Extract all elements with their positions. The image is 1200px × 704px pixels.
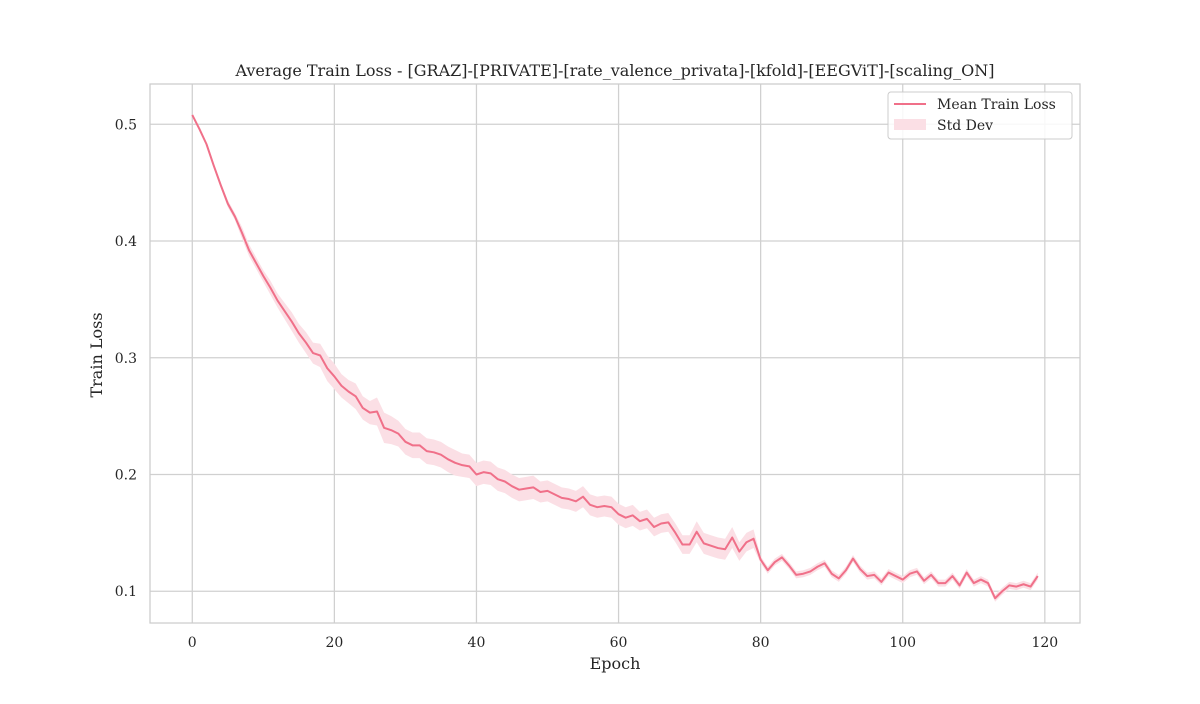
mean-train-loss-line [191,114,1039,600]
x-axis-label: Epoch [590,654,641,673]
y-tick-label: 0.4 [115,234,137,250]
y-tick-label: 0.1 [115,584,137,600]
x-tick-label: 120 [1031,635,1058,651]
mean-line-layer [191,114,1039,600]
tick-labels: 0 20 40 60 80 100 120 0.1 0.2 0.3 0.4 0.5 [115,117,1058,651]
legend-box [887,91,1073,140]
legend-entry-std: Std Dev [937,118,993,134]
x-tick-label: 40 [468,635,486,651]
plot-area [150,84,1080,623]
legend-entry-mean: Mean Train Loss [937,97,1056,113]
y-tick-label: 0.5 [115,117,137,133]
std-dev-band [192,114,1038,602]
x-tick-label: 60 [610,635,628,651]
plot-frame [149,83,1081,624]
y-tick-label: 0.2 [115,468,137,484]
legend: Mean Train Loss Std Dev [887,91,1073,140]
x-tick-label: 0 [188,635,197,651]
chart-title: Average Train Loss - [GRAZ]-[PRIVATE]-[r… [234,61,994,80]
grid [150,84,1080,623]
x-tick-label: 80 [752,635,770,651]
x-tick-label: 20 [325,635,343,651]
legend-band-swatch [894,119,926,130]
x-tick-label: 100 [889,635,916,651]
std-dev-band-layer [192,114,1038,602]
y-axis-label: Train Loss [87,312,106,397]
y-tick-label: 0.3 [115,351,137,367]
